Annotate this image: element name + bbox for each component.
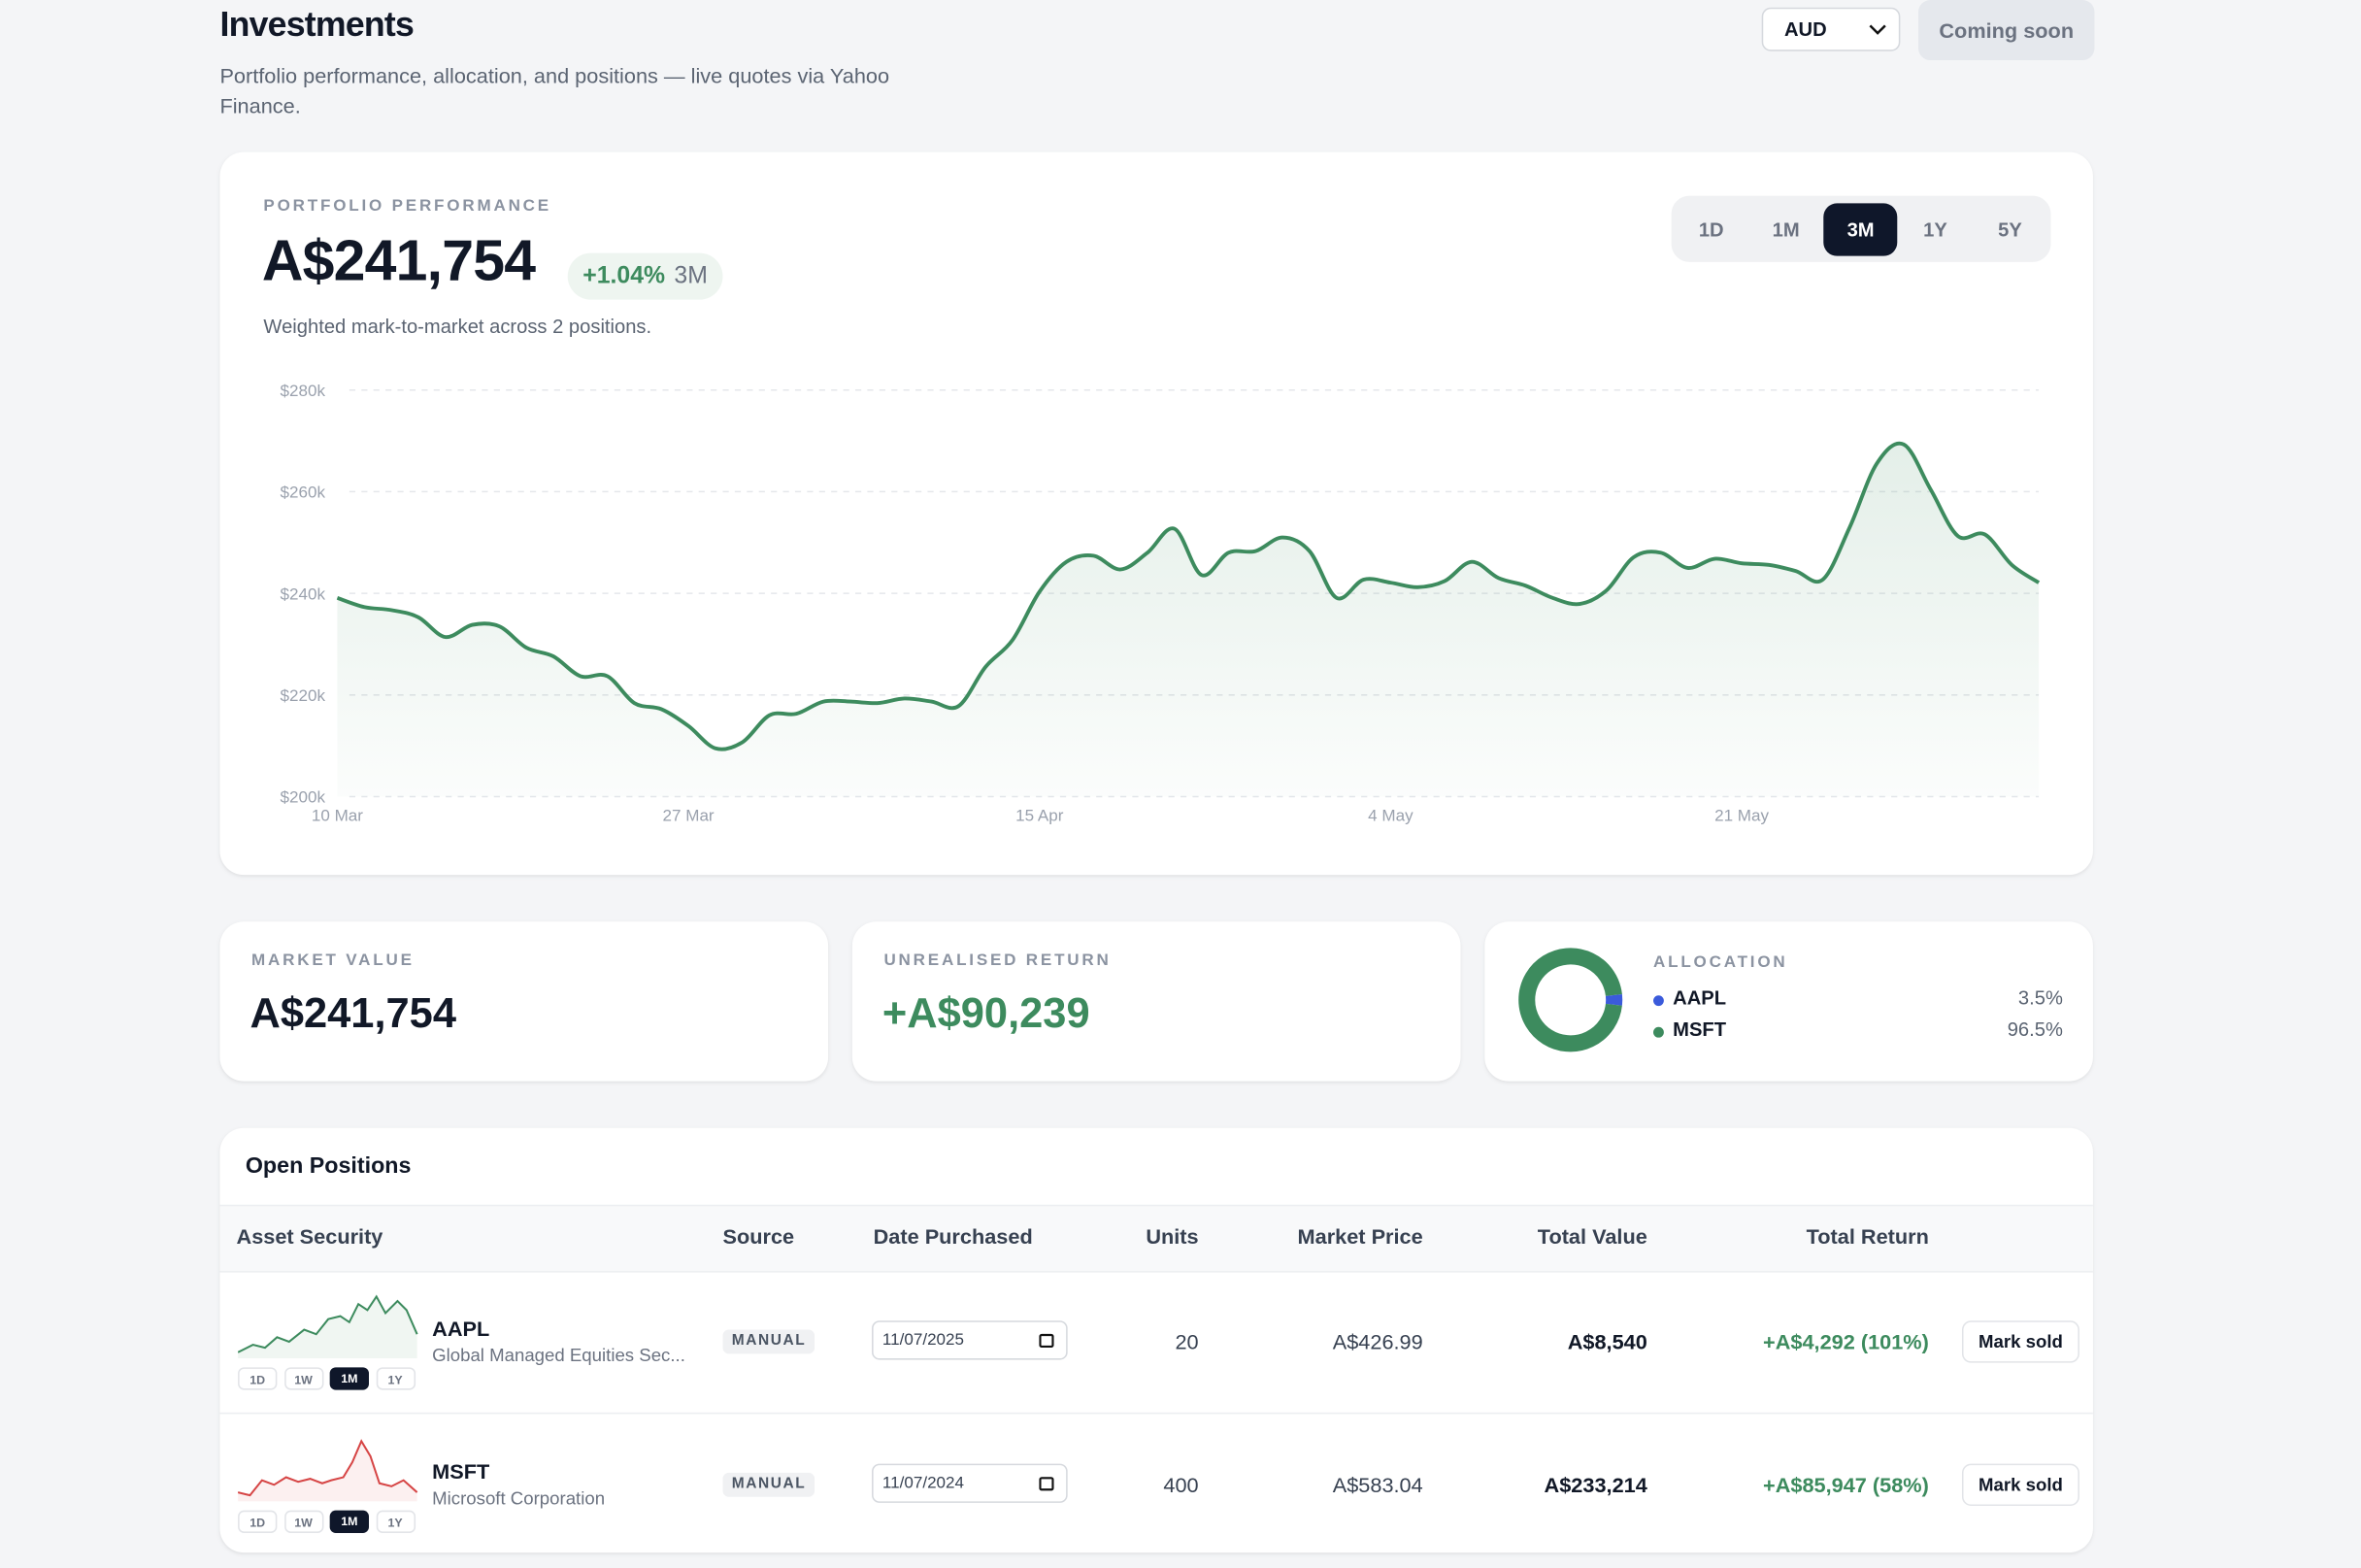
column-header: Asset Security	[237, 1224, 383, 1249]
security-name: Microsoft Corporation	[432, 1487, 605, 1509]
security-name: Global Managed Equities Sec...	[432, 1345, 685, 1366]
ticker: AAPL	[432, 1317, 489, 1341]
x-tick-label: 27 Mar	[663, 806, 715, 824]
spark-range-button[interactable]: 1Y	[376, 1511, 415, 1533]
legend-label: MSFT	[1673, 1018, 1726, 1040]
spark-range-button[interactable]: 1M	[330, 1367, 369, 1389]
y-tick-label: $240k	[281, 584, 326, 603]
donut-segment	[1527, 956, 1614, 1044]
table-row: 1D 1W 1M 1Y MSFT Microsoft Corporation MANUAL 1…	[219, 1413, 2092, 1552]
x-tick-label: 4 May	[1368, 806, 1413, 824]
units: 20	[1175, 1330, 1198, 1354]
total-value: A$233,214	[1545, 1473, 1647, 1497]
chevron	[1870, 25, 1885, 33]
legend-value: 3.5%	[2018, 986, 2063, 1009]
total-return: +A$85,947 (58%)	[1763, 1473, 1929, 1497]
spark-range-button[interactable]: 1W	[283, 1367, 322, 1389]
column-header: Market Price	[1298, 1224, 1423, 1249]
table-row: 1D 1W 1M 1Y AAPL Global Managed Equities Sec.…	[219, 1271, 2092, 1411]
market-price: A$583.04	[1333, 1473, 1423, 1497]
y-tick-label: $200k	[281, 788, 326, 807]
source-badge: MANUAL	[722, 1330, 815, 1354]
stat-label: MARKET VALUE	[251, 951, 415, 970]
positions-card: Open Positions Asset Security Source Date P…	[219, 1128, 2092, 1552]
total-return: +A$4,292 (101%)	[1763, 1330, 1929, 1354]
currency-select[interactable]: AUD	[1762, 8, 1901, 51]
column-header: Source	[722, 1224, 794, 1249]
units: 400	[1163, 1473, 1198, 1497]
subtitle: Portfolio performance, allocation, and p…	[219, 60, 927, 120]
chevron-icon	[1869, 21, 1887, 40]
ticker: MSFT	[432, 1459, 489, 1484]
area	[337, 444, 2039, 797]
stat-value: +A$90,239	[882, 989, 1090, 1038]
column-header: Units	[1146, 1224, 1198, 1249]
calendar-icon	[1039, 1476, 1054, 1491]
legend-label: AAPL	[1673, 986, 1726, 1009]
x-tick-label: 15 Apr	[1015, 806, 1064, 824]
y-tick-label: $220k	[281, 686, 326, 705]
stat-label: UNREALISED RETURN	[883, 951, 1111, 970]
date-input[interactable]: 11/07/2024	[872, 1464, 1068, 1503]
spark-range-button[interactable]: 1W	[283, 1511, 322, 1533]
coming-soon-button[interactable]: Coming soon	[1918, 0, 2094, 60]
sparkline	[238, 1435, 418, 1501]
spark-range-button[interactable]: 1D	[238, 1367, 277, 1389]
legend-value: 96.5%	[2008, 1018, 2063, 1040]
spark-range-button[interactable]: 1D	[238, 1511, 277, 1533]
performance-chart: $200k $220k $240k $260k $280k 10 Mar 27 Mar 15 …	[219, 152, 2092, 875]
calendar	[1040, 1335, 1052, 1347]
market-price: A$426.99	[1333, 1330, 1423, 1354]
calendar	[1040, 1478, 1052, 1489]
spark-range-button[interactable]: 1M	[330, 1511, 369, 1533]
stat-card: MARKET VALUE A$241,754	[219, 921, 828, 1081]
page-title: Investments	[219, 5, 414, 46]
calendar-icon	[1039, 1333, 1054, 1349]
sparkline-area	[238, 1296, 417, 1358]
y-tick-label: $280k	[281, 382, 326, 400]
allocation-label: ALLOCATION	[1653, 953, 1788, 972]
source-badge: MANUAL	[722, 1473, 815, 1497]
donut-chart	[1484, 921, 1665, 1081]
x-tick-label: 10 Mar	[312, 806, 363, 824]
spark-range-button[interactable]: 1Y	[376, 1367, 415, 1389]
sparkline	[238, 1292, 418, 1358]
sparkline-area	[238, 1441, 417, 1501]
stat-value: A$241,754	[249, 989, 456, 1038]
column-header: Total Value	[1538, 1224, 1647, 1249]
stat-card: UNREALISED RETURN +A$90,239	[852, 921, 1461, 1081]
table-title: Open Positions	[246, 1153, 412, 1179]
legend-dot	[1653, 1027, 1664, 1038]
mark-sold-button[interactable]: Mark sold	[1962, 1320, 2079, 1362]
column-header: Total Return	[1807, 1224, 1929, 1249]
legend-dot	[1653, 995, 1664, 1006]
column-header: Date Purchased	[874, 1224, 1033, 1249]
total-value: A$8,540	[1568, 1330, 1647, 1354]
date-input[interactable]: 11/07/2025	[872, 1320, 1068, 1359]
mark-sold-button[interactable]: Mark sold	[1962, 1464, 2079, 1506]
allocation-card: ALLOCATION AAPL 3.5% MSFT 96.5%	[1484, 921, 2093, 1081]
x-tick-label: 21 May	[1714, 806, 1769, 824]
y-tick-label: $260k	[281, 484, 326, 502]
